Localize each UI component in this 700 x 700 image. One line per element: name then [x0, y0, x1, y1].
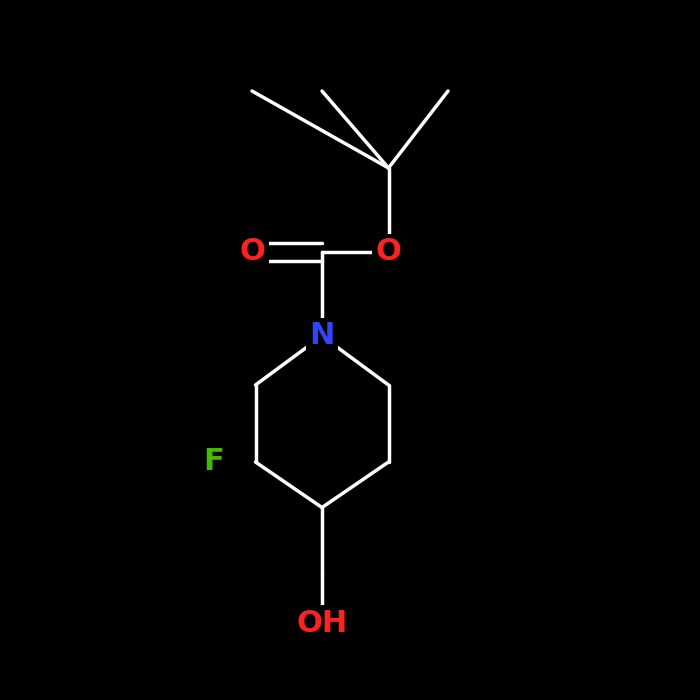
Text: O: O	[239, 237, 265, 267]
Text: O: O	[376, 237, 401, 267]
Text: F: F	[203, 447, 224, 477]
Text: OH: OH	[296, 608, 348, 638]
Text: N: N	[309, 321, 335, 351]
